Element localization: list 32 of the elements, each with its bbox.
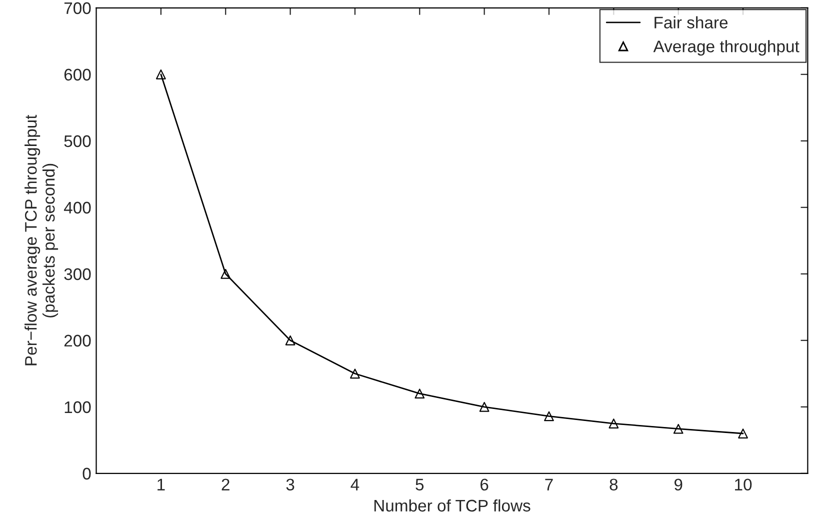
x-tick-label: 3	[286, 478, 294, 491]
y-tick-label: 200	[64, 334, 91, 347]
point	[608, 418, 619, 428]
point	[220, 268, 231, 279]
y-tick-label: 100	[64, 401, 91, 414]
point	[544, 411, 554, 422]
x-tick-label: 2	[222, 478, 230, 490]
y-tick-label: 600	[64, 68, 91, 81]
y-tick-label: 700	[64, 2, 91, 14]
y-axis-title: Per−flow average TCP throughput (packets per second)	[24, 114, 58, 366]
x-tick-label: 1	[158, 478, 165, 490]
point	[350, 368, 360, 379]
x-tick-label: 9	[674, 478, 682, 491]
point	[156, 69, 166, 80]
x-axis-title: Number of TCP flows	[374, 499, 530, 512]
legend-label: Fair share	[654, 16, 728, 28]
y-tick-label: 400	[64, 202, 91, 214]
y-tick-label: 300	[64, 268, 91, 280]
x-tick-label: 10	[735, 478, 752, 491]
y-tick-label: 0	[82, 468, 91, 480]
x-tick-label: 7	[545, 478, 553, 490]
x-tick-label: 4	[350, 478, 360, 490]
x-tick-label: 8	[610, 478, 618, 491]
x-tick-label: 5	[416, 478, 424, 491]
point	[285, 335, 296, 346]
legend-label: Average throughput	[653, 40, 800, 56]
point	[673, 424, 684, 434]
x-tick-label: 6	[480, 478, 488, 491]
point	[738, 428, 748, 438]
point	[479, 402, 490, 412]
y-tick-label: 500	[64, 135, 91, 148]
point	[414, 388, 425, 399]
